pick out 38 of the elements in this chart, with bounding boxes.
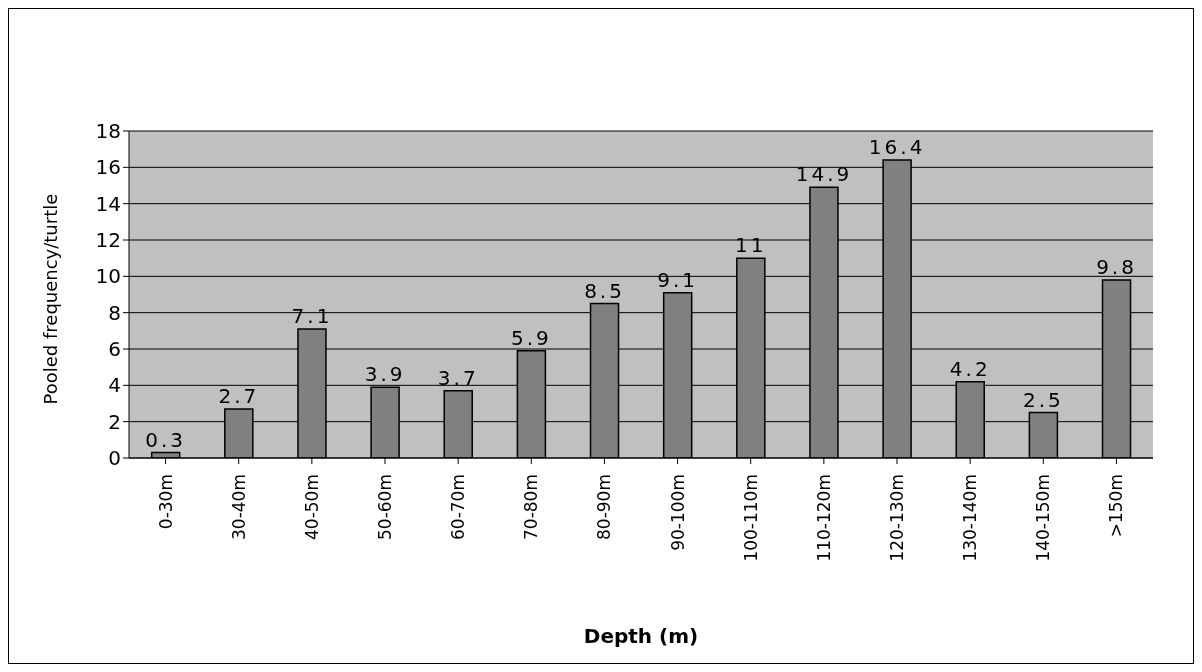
data-label: 16.4 (868, 135, 926, 160)
x-tick-label: 120-130m (887, 474, 907, 562)
x-tick-label: 60-70m (448, 474, 469, 540)
y-tick-label: 4 (108, 373, 121, 398)
data-label: 2.7 (218, 383, 260, 408)
data-label: 9.8 (1096, 254, 1137, 279)
x-tick-label: 30-40m (228, 474, 249, 540)
data-label: 3.9 (364, 362, 406, 387)
y-tick-label: 14 (95, 191, 121, 216)
x-tick-label: 90-100m (667, 474, 688, 551)
x-tick-label: 80-90m (594, 474, 615, 540)
y-axis-title: Pooled frequency/turtle (40, 193, 62, 405)
y-tick-label: 6 (108, 337, 121, 362)
x-tick-label: 50-60m (375, 474, 395, 540)
data-label: 5.9 (510, 325, 552, 350)
x-tick-label: 140-150m (1033, 474, 1054, 562)
data-label: 8.5 (584, 278, 625, 303)
y-tick-label: 2 (108, 409, 121, 434)
data-label: 0.3 (145, 427, 187, 452)
x-tick-label: 110-120m (813, 474, 834, 562)
data-label: 3.7 (437, 365, 479, 390)
data-label: 2.5 (1022, 387, 1064, 412)
x-tick-label: 0-30m (155, 474, 176, 530)
x-tick-label: 70-80m (521, 474, 542, 540)
y-tick-label: 16 (95, 155, 121, 180)
data-label: 4.2 (949, 356, 991, 381)
x-tick-label: >150m (1106, 474, 1127, 538)
x-axis-title: Depth (m) (583, 624, 699, 648)
data-label: 11 (735, 233, 767, 258)
x-tick-label: 100-110m (740, 474, 761, 562)
data-label: 14.9 (795, 162, 853, 187)
x-tick-label: 130-140m (960, 474, 981, 562)
x-tick-label: 40-50m (301, 474, 322, 540)
y-tick-label: 18 (95, 119, 121, 144)
y-tick-label: 10 (95, 264, 121, 289)
y-tick-label: 8 (108, 300, 121, 325)
y-tick-label: 0 (108, 446, 121, 471)
y-tick-label: 12 (95, 228, 121, 253)
